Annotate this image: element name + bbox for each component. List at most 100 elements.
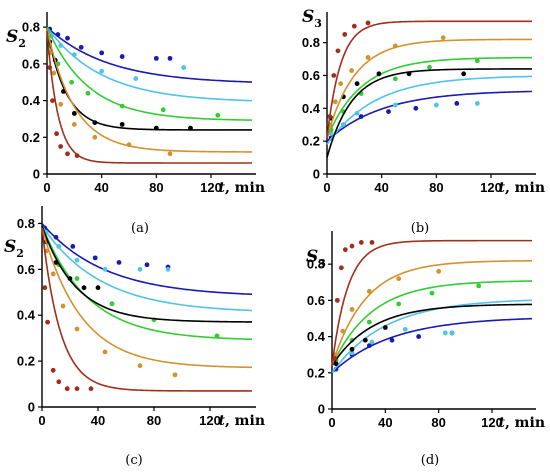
- data-point-skyblue: [71, 52, 77, 58]
- data-point-blue: [366, 343, 372, 349]
- data-point-brown: [64, 386, 70, 392]
- data-point-brown: [58, 144, 64, 149]
- x-tick-label: 80: [429, 180, 443, 195]
- data-point-brown: [338, 265, 344, 271]
- x-tick-label: 120: [200, 180, 222, 195]
- x-tick-label: 120: [199, 413, 221, 428]
- data-point-orange: [126, 142, 132, 148]
- panel-label: (c): [125, 453, 142, 468]
- data-point-brown: [342, 247, 348, 253]
- data-point-orange: [60, 303, 66, 309]
- data-point-orange: [92, 134, 98, 140]
- panel-label: (d): [421, 453, 439, 468]
- data-point-blue: [358, 114, 364, 119]
- series-line-blue: [326, 90, 533, 142]
- x-tick-label: 120: [480, 180, 502, 195]
- data-point-black: [95, 285, 101, 291]
- data-point-brown: [332, 355, 338, 361]
- series-line-brown: [326, 20, 532, 138]
- data-point-orange: [71, 122, 77, 127]
- data-point-orange: [137, 363, 143, 369]
- data-point-green: [69, 79, 74, 85]
- x-tick-label: 80: [149, 180, 163, 195]
- data-point-skyblue: [102, 266, 108, 272]
- data-point-skyblue: [99, 68, 105, 74]
- x-tick-label: 40: [378, 415, 392, 430]
- y-axis-label: S2: [6, 27, 26, 50]
- series-line-green: [331, 280, 533, 366]
- y-tick-label: 0: [313, 167, 320, 182]
- series-line-orange: [331, 260, 533, 366]
- series-line-skyblue: [46, 26, 253, 102]
- data-point-orange: [333, 352, 339, 358]
- y-tick-label: 0: [318, 402, 325, 417]
- data-point-blue: [78, 44, 84, 50]
- series-line-blue: [331, 317, 533, 374]
- y-tick-label: 0.4: [22, 93, 41, 108]
- data-point-orange: [365, 55, 371, 60]
- series-line-green: [326, 56, 533, 139]
- data-point-skyblue: [133, 76, 139, 81]
- data-point-brown: [335, 48, 341, 54]
- data-point-skyblue: [449, 330, 455, 336]
- data-point-orange: [167, 151, 173, 157]
- data-point-blue: [144, 262, 150, 268]
- y-tick-label: 0: [33, 167, 40, 182]
- data-point-black: [354, 81, 360, 87]
- data-point-brown: [54, 131, 59, 137]
- data-point-orange: [396, 276, 402, 282]
- data-point-black: [333, 361, 339, 367]
- y-axis-label: S3: [306, 247, 326, 270]
- data-point-orange: [340, 328, 346, 334]
- data-point-skyblue: [341, 122, 346, 128]
- y-tick-label: 0.4: [307, 329, 326, 344]
- data-point-blue: [70, 244, 76, 249]
- x-tick-label: 0: [328, 415, 335, 430]
- data-point-skyblue: [165, 266, 171, 272]
- data-point-brown: [74, 386, 80, 392]
- data-point-orange: [50, 271, 56, 277]
- series-line-skyblue: [41, 225, 253, 312]
- x-tick-label: 0: [323, 180, 330, 195]
- data-point-brown: [358, 240, 364, 245]
- y-tick-label: 0: [28, 400, 35, 415]
- y-tick-label: 0.8: [17, 216, 35, 231]
- y-tick-label: 0.2: [17, 354, 35, 369]
- data-point-brown: [65, 151, 70, 157]
- data-point-brown: [351, 23, 357, 29]
- data-point-orange: [338, 81, 344, 87]
- data-point-black: [382, 325, 388, 330]
- series-line-black: [46, 28, 252, 131]
- x-axis-label: t, min: [498, 180, 545, 196]
- data-point-black: [376, 71, 382, 77]
- data-point-green: [215, 112, 221, 118]
- data-point-green: [74, 276, 80, 281]
- data-point-skyblue: [433, 102, 439, 108]
- data-point-green: [429, 290, 435, 296]
- data-point-brown: [45, 319, 50, 325]
- data-point-blue: [167, 55, 173, 61]
- data-point-brown: [50, 367, 56, 373]
- y-axis-label: S2: [4, 237, 24, 260]
- data-point-brown: [47, 65, 53, 70]
- data-point-blue: [153, 55, 159, 61]
- series-line-skyblue: [326, 75, 533, 145]
- data-point-brown: [74, 153, 80, 159]
- data-point-skyblue: [181, 65, 187, 70]
- data-point-black: [349, 346, 355, 352]
- data-point-black: [67, 276, 73, 281]
- data-point-brown: [342, 32, 348, 37]
- x-tick-label: 0: [38, 413, 45, 428]
- data-point-orange: [74, 326, 80, 332]
- data-point-brown: [349, 243, 355, 249]
- data-point-blue: [389, 337, 395, 343]
- data-point-green: [476, 283, 482, 289]
- data-point-orange: [436, 269, 442, 274]
- data-point-black: [71, 111, 77, 116]
- data-point-brown: [88, 386, 94, 392]
- data-point-brown: [365, 20, 371, 26]
- data-point-orange: [51, 70, 57, 76]
